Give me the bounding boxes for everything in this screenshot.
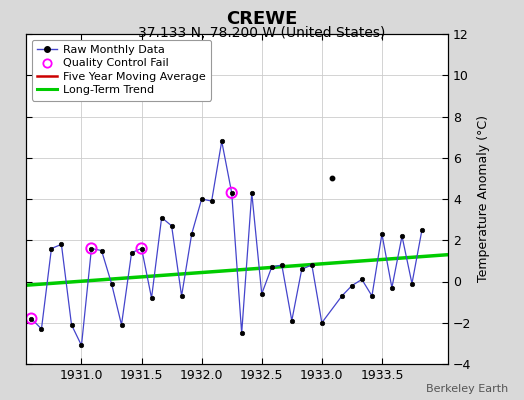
Point bbox=[227, 190, 236, 196]
Y-axis label: Temperature Anomaly (°C): Temperature Anomaly (°C) bbox=[477, 116, 490, 282]
Text: CREWE: CREWE bbox=[226, 10, 298, 28]
Text: Berkeley Earth: Berkeley Earth bbox=[426, 384, 508, 394]
Point bbox=[27, 316, 36, 322]
Legend: Raw Monthly Data, Quality Control Fail, Five Year Moving Average, Long-Term Tren: Raw Monthly Data, Quality Control Fail, … bbox=[32, 40, 211, 101]
Point bbox=[88, 245, 96, 252]
Point bbox=[137, 245, 146, 252]
Text: 37.133 N, 78.200 W (United States): 37.133 N, 78.200 W (United States) bbox=[138, 26, 386, 40]
